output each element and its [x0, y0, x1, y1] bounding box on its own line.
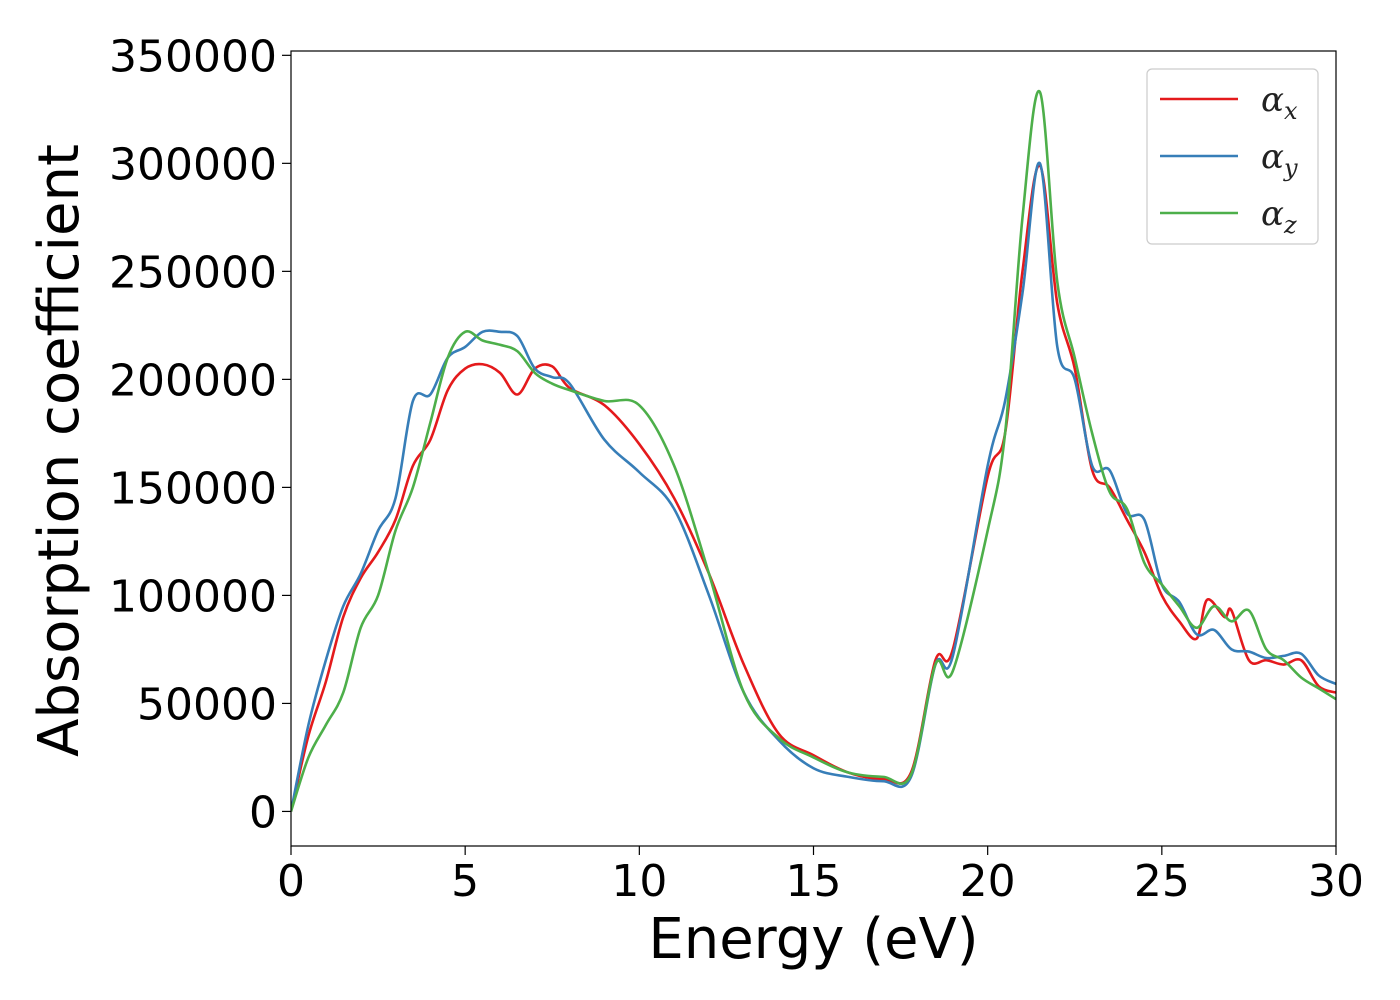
x-axis-ticks: 0 5 10 15 20 25 30: [277, 846, 1364, 907]
series-line-y: [291, 161, 1336, 812]
y-tick-label: 350000: [109, 31, 277, 82]
legend-entry-x: αx: [1261, 80, 1298, 125]
x-tick-label: 0: [277, 856, 305, 907]
y-axis-ticks: 0 50000 100000 150000 200000 250000 300000 3500…: [109, 31, 291, 838]
x-tick-label: 10: [611, 856, 667, 907]
y-tick-label: 100000: [109, 571, 277, 622]
y-tick-label: 150000: [109, 463, 277, 514]
legend-entry-z: αz: [1261, 194, 1297, 239]
y-tick-label: 300000: [109, 139, 277, 190]
x-tick-label: 5: [451, 856, 479, 907]
plot-lines: [291, 89, 1336, 812]
legend: αx αy αz: [1146, 68, 1319, 245]
y-tick-label: 250000: [109, 247, 277, 298]
x-tick-label: 15: [786, 856, 842, 907]
x-axis-label: Energy (eV): [648, 907, 978, 972]
x-tick-label: 20: [960, 856, 1016, 907]
x-tick-label: 30: [1308, 856, 1364, 907]
legend-entry-y: αy: [1261, 137, 1298, 182]
series-line-z: [291, 89, 1336, 812]
plot-frame: [290, 50, 1337, 847]
x-tick-label: 25: [1134, 856, 1190, 907]
y-tick-label: 0: [249, 787, 277, 838]
y-tick-label: 200000: [109, 355, 277, 406]
y-axis-label: Absorption coefficient: [27, 144, 92, 757]
y-tick-label: 50000: [137, 679, 277, 730]
series-line-x: [291, 164, 1336, 812]
